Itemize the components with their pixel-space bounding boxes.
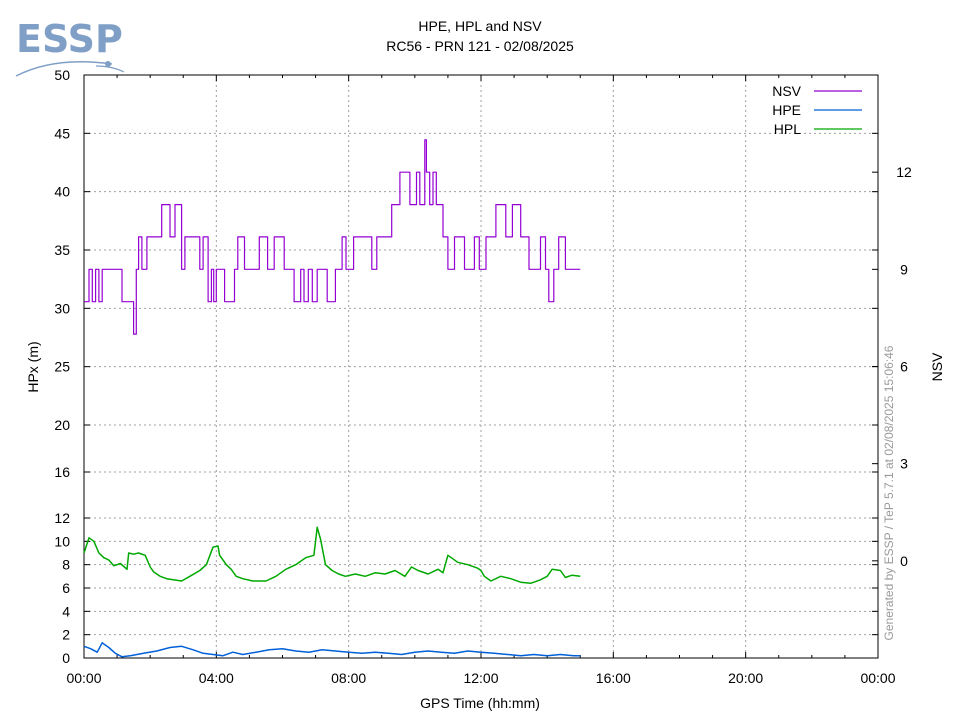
y-tick-label: 8 bbox=[62, 557, 70, 573]
x-axis-ticks: 00:00 04:00 08:00 12:00 16:00 20:00 00:00 bbox=[66, 75, 896, 686]
legend-label-nsv: NSV bbox=[772, 83, 801, 99]
x-tick-label: 12:00 bbox=[463, 670, 498, 686]
logo-swoosh bbox=[15, 60, 113, 77]
y-tick-label: 50 bbox=[54, 67, 70, 83]
x-tick-label: 08:00 bbox=[331, 670, 366, 686]
essp-logo: ESSP bbox=[15, 17, 125, 77]
y-tick-label: 20 bbox=[54, 417, 70, 433]
y2-tick-label: 6 bbox=[900, 359, 908, 375]
x-tick-label: 16:00 bbox=[596, 670, 631, 686]
y-axis-ticks: 0 2 4 6 8 10 12 16 20 25 30 35 40 45 50 bbox=[54, 67, 878, 666]
y2-axis-label: NSV bbox=[929, 352, 945, 381]
y2-axis-ticks: 0 3 6 9 12 bbox=[872, 164, 912, 569]
chart-title: HPE, HPL and NSV bbox=[418, 18, 542, 34]
y-tick-label: 4 bbox=[62, 603, 70, 619]
legend: NSV HPE HPL bbox=[772, 83, 862, 137]
y-tick-label: 30 bbox=[54, 300, 70, 316]
x-tick-label: 20:00 bbox=[728, 670, 763, 686]
y-tick-label: 6 bbox=[62, 580, 70, 596]
y-tick-label: 25 bbox=[54, 359, 70, 375]
x-tick-label: 00:00 bbox=[66, 670, 101, 686]
series-nsv-line bbox=[84, 139, 581, 335]
logo-dot bbox=[105, 61, 111, 67]
x-tick-label: 00:00 bbox=[860, 670, 895, 686]
y-tick-label: 16 bbox=[54, 464, 70, 480]
y-tick-label: 12 bbox=[54, 510, 70, 526]
y-tick-label: 35 bbox=[54, 242, 70, 258]
y-tick-label: 40 bbox=[54, 184, 70, 200]
series-layer bbox=[83, 139, 581, 658]
y2-tick-label: 0 bbox=[900, 553, 908, 569]
series-hpl-line bbox=[83, 526, 581, 585]
x-axis-label: GPS Time (hh:mm) bbox=[420, 695, 540, 711]
credit-text: Generated by ESSP / TeP 5.7.1 at 02/08/2… bbox=[882, 345, 896, 640]
y-tick-label: 2 bbox=[62, 627, 70, 643]
y2-tick-label: 12 bbox=[896, 164, 912, 180]
y-tick-label: 10 bbox=[54, 533, 70, 549]
chart-subtitle: RC56 - PRN 121 - 02/08/2025 bbox=[386, 38, 574, 54]
x-tick-label: 04:00 bbox=[199, 670, 234, 686]
essp-logo-text: ESSP bbox=[16, 17, 123, 61]
series-hpe-line bbox=[83, 642, 581, 658]
y2-tick-label: 3 bbox=[900, 456, 908, 472]
y-axis-label: HPx (m) bbox=[25, 341, 41, 392]
y2-tick-label: 9 bbox=[900, 261, 908, 277]
y-tick-label: 0 bbox=[62, 650, 70, 666]
legend-label-hpl: HPL bbox=[774, 121, 801, 137]
y-tick-label: 45 bbox=[54, 125, 70, 141]
legend-label-hpe: HPE bbox=[772, 102, 801, 118]
grid bbox=[84, 75, 878, 658]
